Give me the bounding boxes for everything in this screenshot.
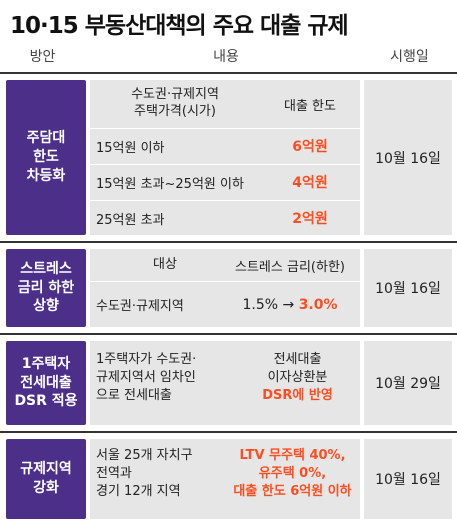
area-text: 서울 25개 자치구 전역과 경기 12개 지역: [96, 448, 193, 500]
row-condition: 25억원 초과: [96, 212, 165, 228]
measure-text: 전세대출 이자상환분 DSR에 반영: [262, 352, 333, 404]
section-regulated-area: 규제지역 강화 서울 25개 자치구 전역과 경기 12개 지역 LTV 무주택…: [0, 439, 457, 519]
section-stress-rate: 스트레스 금리 하한 상향 대상 스트레스 금리(하한) 수도권·규제지역 1.…: [0, 249, 457, 327]
section-date: 10월 16일: [364, 439, 452, 519]
section-content: 1주택자가 수도권· 규제지역서 임차인 으로 전세대출 전세대출 이자상환분 …: [90, 341, 360, 425]
head-stress-rate: 스트레스 금리(하한): [235, 259, 345, 275]
page-title: 10·15 부동산대책의 주요 대출 규제: [10, 13, 349, 39]
section-rule: [0, 333, 457, 335]
row-limit-value: 4억원: [292, 175, 328, 191]
header-col-date: 시행일: [390, 49, 429, 65]
table-head-row: 수도권·규제지역 주택가격(시가) 대출 한도: [90, 80, 360, 128]
condition-text: 1주택자가 수도권· 규제지역서 임차인 으로 전세대출: [96, 352, 197, 404]
row-separator: [90, 128, 360, 129]
table-header: 방안 내용 시행일: [0, 46, 457, 72]
section-date: 10월 16일: [364, 249, 452, 327]
head-target: 대상: [153, 256, 177, 272]
table-row: 15억원 초과~25억원 이하 4억원: [90, 165, 360, 199]
table-row: 수도권·규제지역 1.5% → 3.0%: [90, 282, 360, 327]
arrow-right-icon: →: [282, 296, 295, 313]
row-separator: [90, 164, 360, 165]
section-label: 스트레스 금리 하한 상향: [6, 249, 86, 327]
section-label: 주담대 한도 차등화: [6, 80, 86, 235]
head-region-price: 수도권·규제지역 주택가격(시가): [131, 87, 219, 119]
row-separator: [90, 200, 360, 201]
section-content: 대상 스트레스 금리(하한) 수도권·규제지역 1.5% → 3.0%: [90, 249, 360, 327]
header-rule: [0, 72, 457, 74]
section-content: 서울 25개 자치구 전역과 경기 12개 지역 LTV 무주택 40%, 유주…: [90, 439, 360, 519]
header-col-content: 내용: [213, 49, 239, 65]
table-row: 15억원 이하 6억원: [90, 129, 360, 163]
row-limit-value: 2억원: [292, 211, 328, 227]
section-jeonse-dsr: 1주택자 전세대출 DSR 적용 1주택자가 수도권· 규제지역서 임차인 으로…: [0, 341, 457, 425]
row-separator: [90, 281, 360, 282]
ltv-text: LTV 무주택 40%, 유주택 0%, 대출 한도 6억원 이하: [233, 448, 352, 500]
section-mortgage-limit: 주담대 한도 차등화 수도권·규제지역 주택가격(시가) 대출 한도 15억원 …: [0, 80, 457, 235]
section-label: 규제지역 강화: [6, 439, 86, 519]
header-col-measure: 방안: [29, 49, 56, 65]
section-rule: [0, 241, 457, 243]
section-rule: [0, 431, 457, 433]
table-head-row: 대상 스트레스 금리(하한): [90, 249, 360, 281]
row-target: 수도권·규제지역: [96, 299, 184, 314]
row-limit-value: 6억원: [292, 139, 328, 155]
section-date: 10월 29일: [364, 341, 452, 425]
section-content: 수도권·규제지역 주택가격(시가) 대출 한도 15억원 이하 6억원 15억원…: [90, 80, 360, 235]
rate-to: 3.0%: [298, 296, 338, 313]
section-label: 1주택자 전세대출 DSR 적용: [6, 341, 86, 425]
row-condition: 15억원 초과~25억원 이하: [96, 176, 244, 192]
table-row: 25억원 초과 2억원: [90, 201, 360, 235]
row-condition: 15억원 이하: [96, 140, 165, 156]
row-rate-change: 1.5% → 3.0%: [220, 297, 360, 313]
head-loan-limit: 대출 한도: [284, 98, 336, 114]
rate-from: 1.5%: [242, 296, 279, 313]
section-date: 10월 16일: [364, 80, 452, 235]
